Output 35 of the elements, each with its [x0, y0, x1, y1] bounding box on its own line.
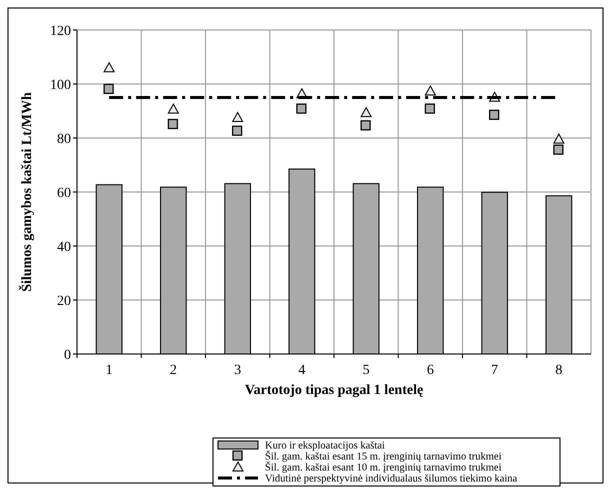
x-tick-label: 4 [298, 363, 306, 378]
y-tick-label: 100 [50, 78, 71, 93]
point [424, 104, 435, 114]
y-tick-label: 80 [57, 132, 71, 147]
legend-label: Šil. gam. kaštai esant 15 m. įrenginių tarnavimo trukmei [265, 450, 502, 463]
point [104, 62, 115, 72]
x-tick-label: 1 [106, 363, 113, 378]
legend-label: Vidutinė perspektyvinė individualaus šilumos tiekimo kaina [265, 474, 518, 485]
x-tick-label: 7 [491, 363, 498, 378]
y-axis-title: Šilumos gamybos kaštai Lt/MWh [18, 92, 35, 292]
point [104, 84, 114, 94]
x-tick-label: 6 [426, 363, 434, 378]
point [553, 144, 564, 155]
x-tick-label: 3 [234, 363, 242, 378]
y-tick-label: 20 [57, 294, 71, 309]
point [296, 104, 306, 114]
x-tick-label: 5 [362, 363, 370, 378]
legend-label: Šil. gam. kaštai esant 10 m. įrenginių tarnavimo trukmei [265, 460, 502, 474]
legend-label: Kuro ir eksploatacijos kaštai [265, 440, 385, 452]
point [232, 112, 244, 122]
y-tick-label: 120 [50, 24, 71, 39]
point [553, 134, 564, 144]
x-axis-title: Vartotojo tipas pagal 1 lentelę [244, 383, 424, 398]
point [489, 110, 500, 120]
x-tick-label: 2 [170, 363, 177, 378]
point [360, 120, 371, 130]
y-tick-label: 60 [57, 186, 71, 201]
y-tick-label: 0 [64, 348, 71, 363]
point [168, 118, 178, 130]
x-tick-label: 8 [555, 363, 562, 378]
y-tick-label: 40 [57, 240, 71, 255]
point [424, 86, 436, 96]
point [168, 104, 179, 114]
point [360, 107, 372, 118]
point [232, 126, 242, 136]
